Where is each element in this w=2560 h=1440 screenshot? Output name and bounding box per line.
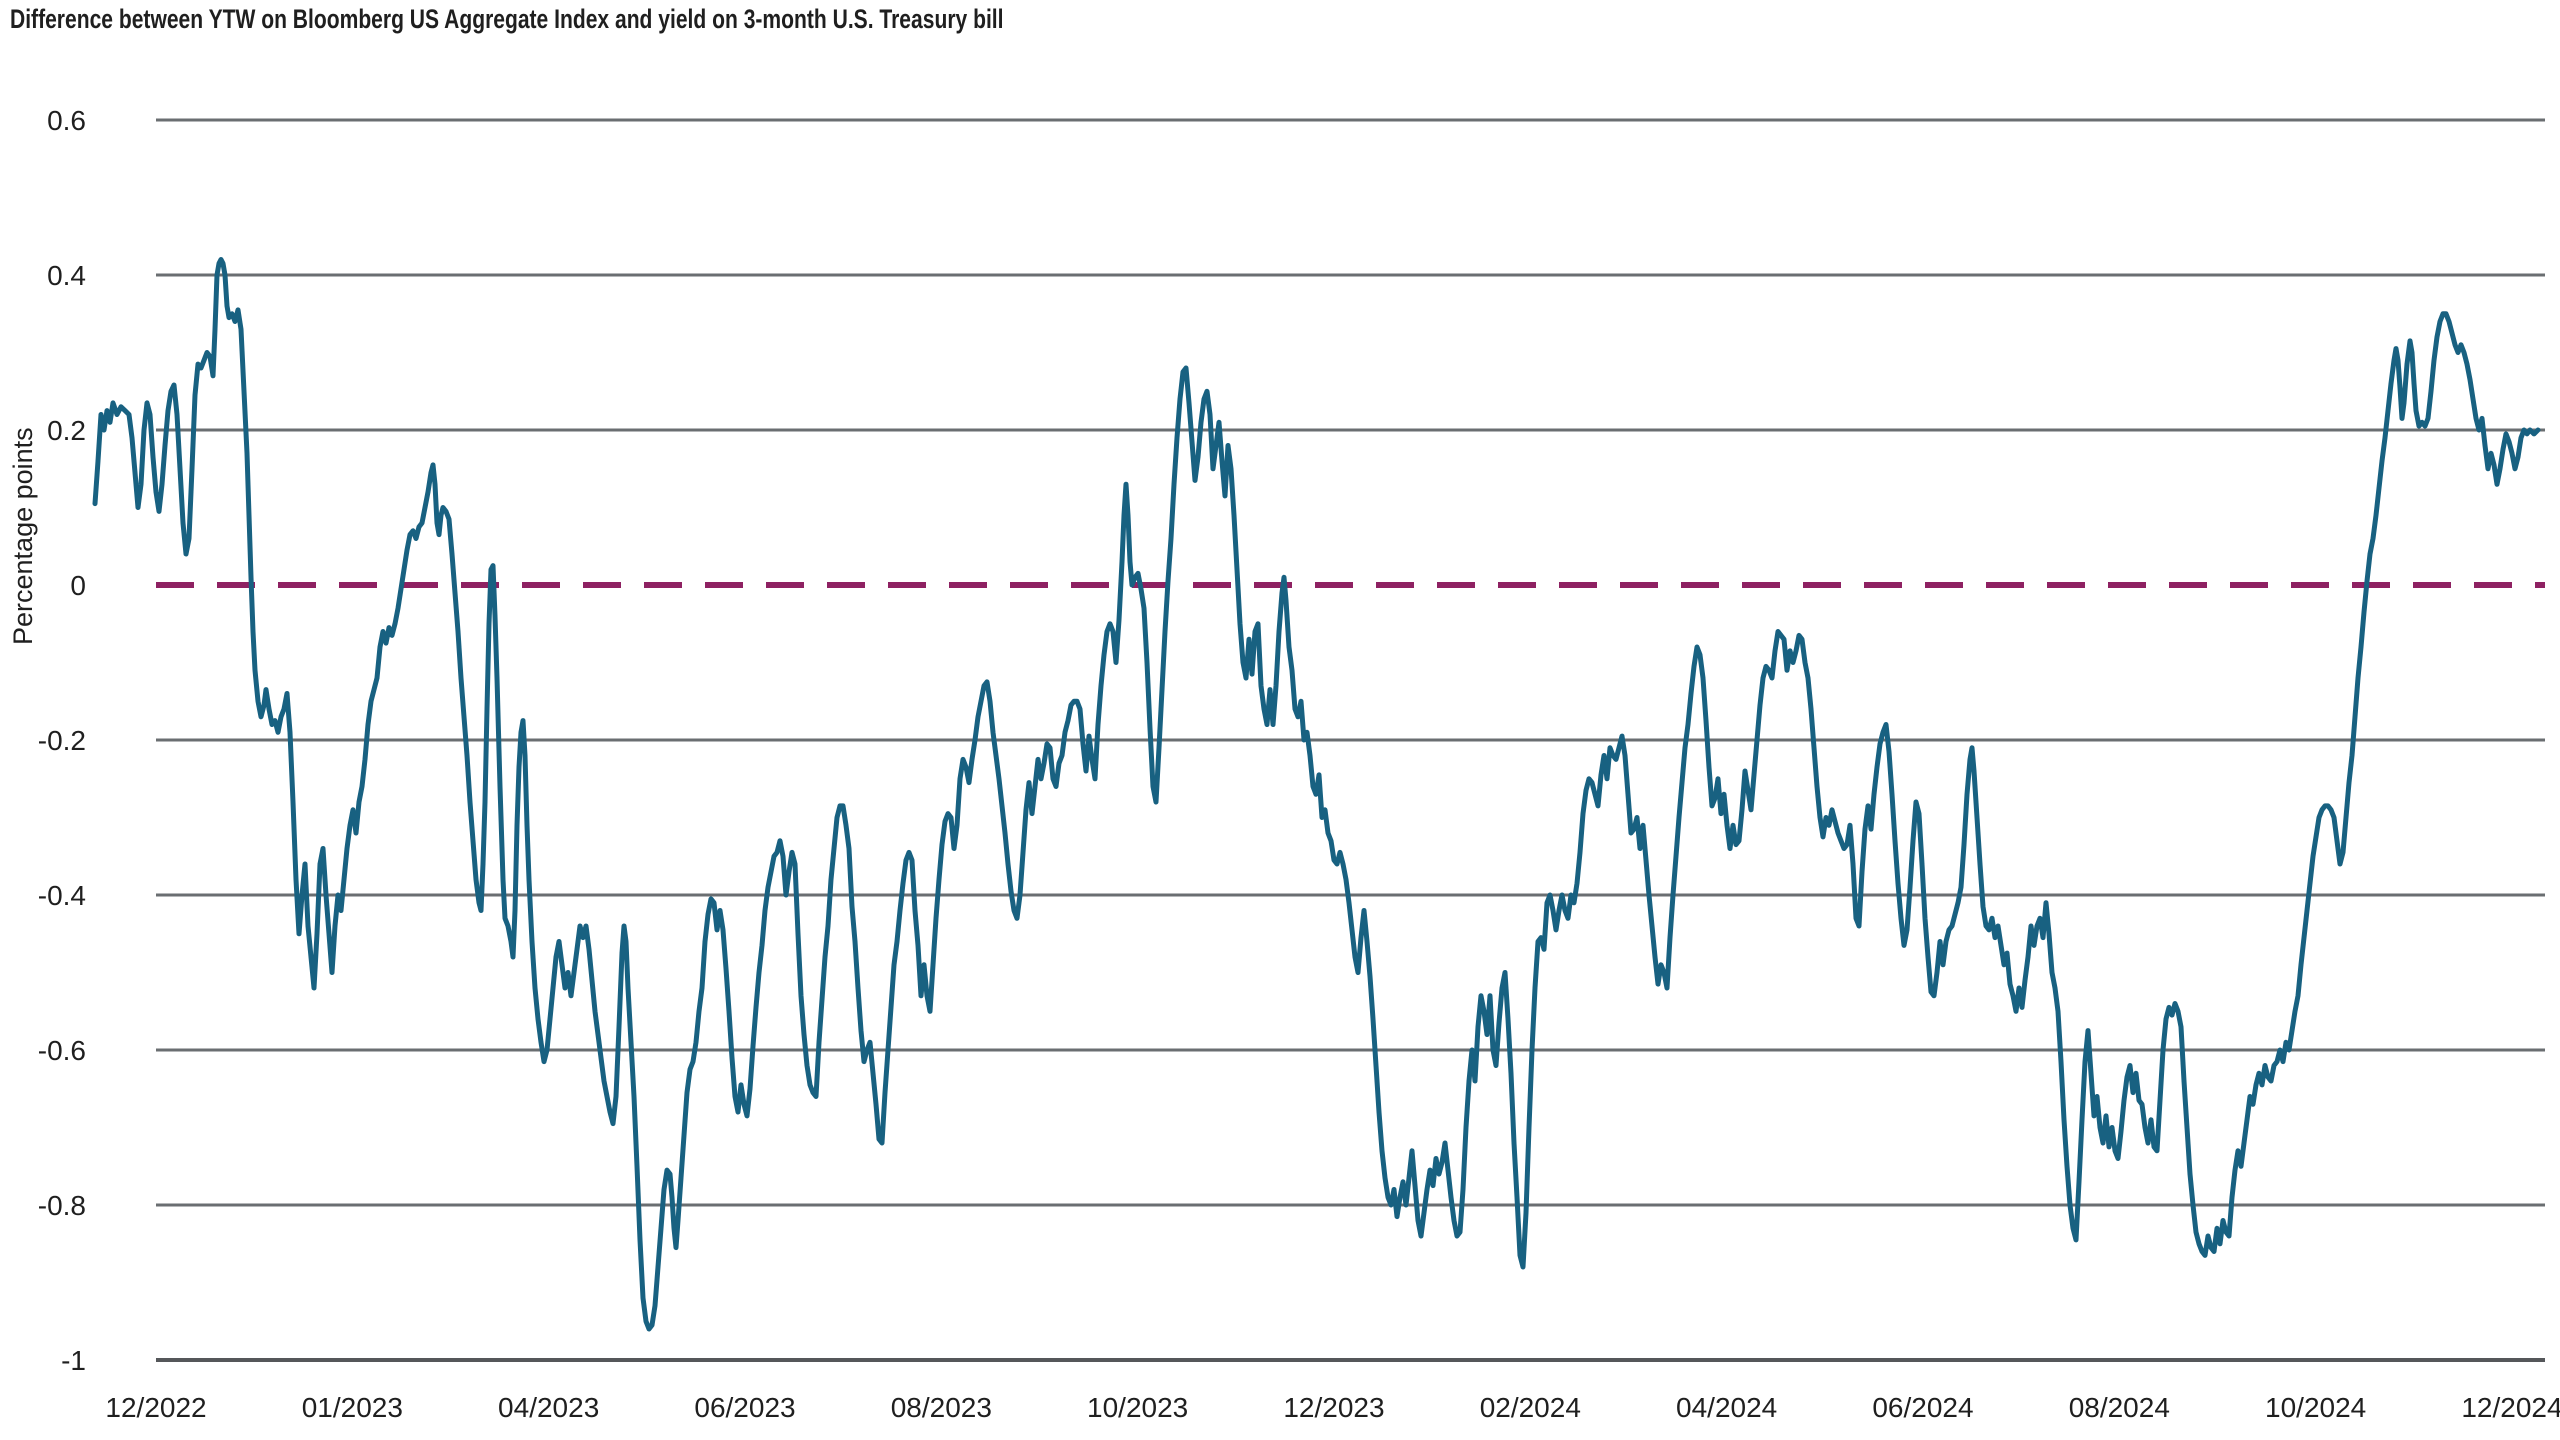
x-tick-label: 10/2024 [2265,1392,2366,1423]
x-tick-label: 06/2023 [694,1392,795,1423]
y-tick-label: -0.4 [38,880,86,911]
x-tick-label: 02/2024 [1480,1392,1581,1423]
x-tick-label: 01/2023 [302,1392,403,1423]
x-tick-label: 12/2023 [1283,1392,1384,1423]
y-tick-label: -0.6 [38,1035,86,1066]
x-tick-label: 12/2022 [105,1392,206,1423]
x-tick-label: 08/2024 [2069,1392,2170,1423]
x-tick-label: 04/2023 [498,1392,599,1423]
x-tick-label: 10/2023 [1087,1392,1188,1423]
x-tick-label: 12/2024 [2461,1392,2560,1423]
y-tick-label: -0.8 [38,1190,86,1221]
y-tick-label: 0.4 [47,260,86,291]
y-tick-label: 0.2 [47,415,86,446]
x-tick-label: 08/2023 [891,1392,992,1423]
y-tick-label: -0.2 [38,725,86,756]
x-tick-label: 06/2024 [1872,1392,1973,1423]
x-tick-label: 04/2024 [1676,1392,1777,1423]
y-tick-label: 0.6 [47,105,86,136]
y-tick-label: -1 [61,1345,86,1376]
data-series-line [92,257,2541,1332]
chart-title: Difference between YTW on Bloomberg US A… [10,4,1004,34]
y-tick-label: 0 [70,570,86,601]
